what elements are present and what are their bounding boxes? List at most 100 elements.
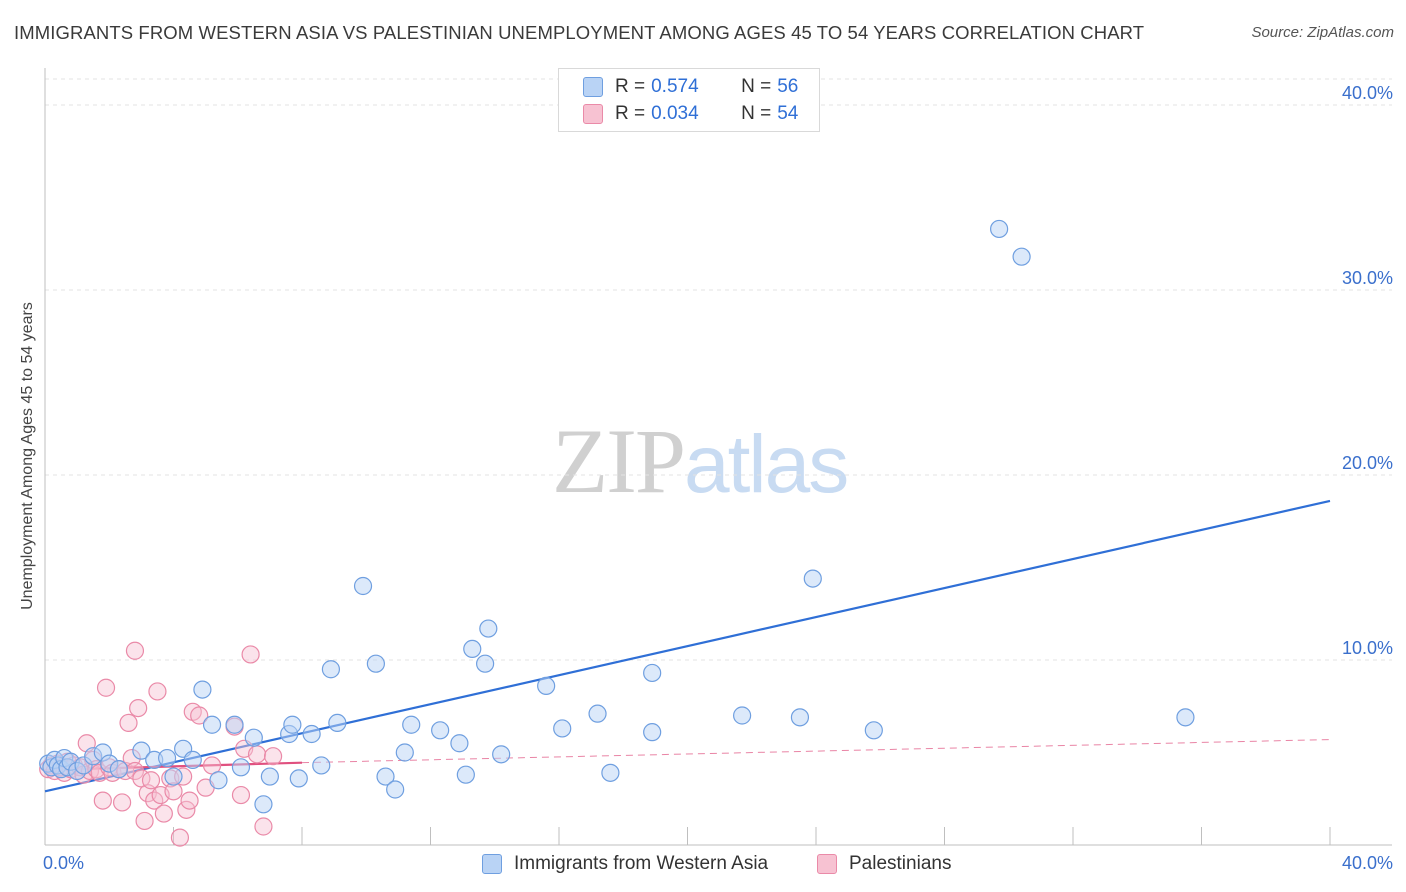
western-asia-point xyxy=(312,756,331,775)
legend-r-value: 0.574 xyxy=(651,76,699,97)
axes xyxy=(44,68,1392,846)
palestinians-point xyxy=(190,706,209,725)
legend-swatch-pink xyxy=(583,104,603,124)
western-asia-point xyxy=(733,706,752,725)
palestinians-trend-line-extended xyxy=(301,739,1331,764)
western-asia-point xyxy=(376,767,395,786)
western-asia-points xyxy=(39,219,1195,814)
western-asia-point xyxy=(476,654,495,673)
y-tick-label: 10.0% xyxy=(1342,638,1393,658)
palestinians-point xyxy=(119,713,138,733)
legend-row-western-asia: R = 0.574 N = 56 xyxy=(583,75,798,99)
western-asia-point xyxy=(321,660,341,679)
palestinians-point xyxy=(125,641,145,660)
palestinians-points xyxy=(39,641,283,847)
western-asia-point xyxy=(193,680,212,699)
western-asia-point xyxy=(492,745,511,764)
legend-r-label: R = xyxy=(615,103,646,124)
western-asia-point xyxy=(479,619,498,638)
western-asia-point xyxy=(643,663,662,683)
western-asia-point xyxy=(402,715,421,734)
bottom-legend-swatch-pink xyxy=(817,854,837,874)
western-asia-point xyxy=(302,724,321,744)
western-asia-point xyxy=(183,750,202,770)
western-asia-point xyxy=(386,780,405,799)
y-tick-label: 30.0% xyxy=(1342,268,1393,288)
legend-n-label: N = xyxy=(741,103,772,124)
bottom-legend-palestinians: Palestinians xyxy=(817,852,951,876)
bottom-legend-swatch-blue xyxy=(482,854,502,874)
watermark-zip: ZIP xyxy=(552,410,686,512)
tick-labels: 10.0% 20.0% 30.0% 40.0% 0.0% 40.0% xyxy=(43,83,1393,873)
palestinians-point xyxy=(96,678,116,697)
palestinians-point xyxy=(247,745,267,764)
palestinians-point xyxy=(154,804,173,823)
x-tick-label-max: 40.0% xyxy=(1342,853,1393,873)
legend-row-palestinians: R = 0.034 N = 54 xyxy=(583,102,798,126)
palestinians-point xyxy=(263,747,283,766)
western-asia-point xyxy=(1012,247,1031,266)
western-asia-point xyxy=(588,704,607,723)
legend-r-value: 0.034 xyxy=(651,103,699,124)
palestinians-point xyxy=(231,785,251,805)
western-asia-point xyxy=(366,654,385,673)
western-asia-point xyxy=(209,771,228,790)
western-asia-point xyxy=(109,760,128,779)
western-asia-point xyxy=(157,748,177,768)
palestinians-point xyxy=(141,771,161,790)
western-asia-point xyxy=(244,728,263,747)
y-tick-label: 40.0% xyxy=(1342,83,1393,103)
western-asia-point xyxy=(260,767,279,786)
western-asia-point xyxy=(790,708,810,727)
bottom-legend-western-asia: Immigrants from Western Asia xyxy=(482,852,768,876)
palestinians-point xyxy=(254,817,273,836)
palestinians-point xyxy=(135,811,154,831)
palestinians-point xyxy=(129,698,148,718)
legend-r-label: R = xyxy=(615,76,646,97)
western-asia-point xyxy=(395,743,414,762)
watermark-atlas: atlas xyxy=(684,419,849,510)
western-asia-point xyxy=(254,795,273,814)
western-asia-point xyxy=(328,713,347,733)
western-asia-point xyxy=(202,715,222,734)
western-asia-point xyxy=(353,576,373,596)
western-asia-point xyxy=(803,569,822,588)
western-asia-point xyxy=(450,734,469,753)
palestinians-point xyxy=(112,793,132,812)
western-asia-point xyxy=(537,676,556,696)
legend-n-value: 56 xyxy=(777,76,799,97)
legend-n-label: N = xyxy=(741,76,772,97)
western-asia-point xyxy=(231,758,251,777)
western-asia-point xyxy=(132,741,151,760)
palestinians-point xyxy=(241,645,260,664)
western-asia-point xyxy=(1176,708,1195,727)
western-asia-point xyxy=(601,763,620,782)
legend-n-value: 54 xyxy=(777,103,799,124)
chart-title: IMMIGRANTS FROM WESTERN ASIA VS PALESTIN… xyxy=(14,22,1145,43)
palestinians-point xyxy=(93,791,112,810)
grid-lines xyxy=(45,78,1392,661)
source-label: Source: ZipAtlas.com xyxy=(1251,24,1394,41)
western-asia-point xyxy=(643,723,662,742)
watermark: ZIPatlas xyxy=(552,408,849,514)
western-asia-point xyxy=(990,219,1009,239)
western-asia-point xyxy=(283,715,302,734)
bottom-legend-label: Immigrants from Western Asia xyxy=(514,853,769,874)
palestinians-point xyxy=(170,828,190,847)
western-asia-point xyxy=(289,769,308,788)
palestinians-point xyxy=(148,682,167,701)
correlation-legend: R = 0.574 N = 56 R = 0.034 N = 54 xyxy=(558,68,820,132)
western-asia-point xyxy=(164,767,183,786)
western-asia-point xyxy=(456,765,475,784)
palestinians-point xyxy=(180,791,199,810)
western-asia-point xyxy=(463,639,482,659)
x-tick-label-min: 0.0% xyxy=(43,853,84,873)
bottom-legend-label: Palestinians xyxy=(849,853,952,874)
western-asia-point xyxy=(431,721,450,740)
western-asia-point xyxy=(553,719,572,738)
western-asia-point xyxy=(225,715,244,734)
legend-swatch-blue xyxy=(583,77,603,97)
y-tick-label: 20.0% xyxy=(1342,453,1393,473)
western-asia-point xyxy=(864,721,883,740)
